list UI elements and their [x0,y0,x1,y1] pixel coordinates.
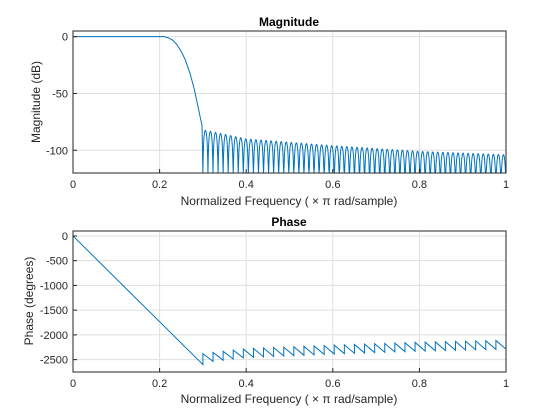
magnitude-xtick-label: 0.6 [325,179,340,191]
phase-plot-frame [72,230,507,373]
phase-series-line [72,235,507,366]
magnitude-series-line [73,36,507,175]
magnitude-ylabel: Magnitude (dB) [29,61,43,143]
magnitude-ticks: 0 0.2 0.4 0.6 0.8 1 -100 -50 0 [46,32,509,191]
phase-xtick-label: 0.4 [239,378,254,390]
magnitude-ytick-label: -50 [52,88,68,100]
phase-grid [72,231,507,372]
magnitude-xtick-label: 0.2 [152,179,167,191]
magnitude-plot-frame [72,30,507,174]
magnitude-ytick-label: -100 [46,145,68,157]
phase-ytick-label: -1000 [40,280,68,292]
magnitude-xtick-label: 0.4 [239,179,254,191]
phase-axes: Phase 0 0.2 0.4 0.6 0.8 1 -2500 -2000 -1500 -1000… [22,215,509,406]
magnitude-ytick-label: 0 [62,32,68,44]
phase-ytick-label: -1500 [40,305,68,317]
phase-xtick-label: 0.2 [152,378,167,390]
phase-xtick-label: 1 [503,378,509,390]
phase-ticks: 0 0.2 0.4 0.6 0.8 1 -2500 -2000 -1500 -1000 -500 0 [40,231,509,390]
magnitude-title: Magnitude [259,15,319,29]
phase-xtick-label: 0.8 [412,378,427,390]
magnitude-xtick-label: 0 [70,179,76,191]
phase-xlabel: Normalized Frequency ( × π rad/sample) [181,392,398,406]
phase-xtick-label: 0.6 [325,378,340,390]
phase-ytick-label: 0 [62,231,68,243]
magnitude-axes: Magnitude 0 0.2 0.4 0.6 0.8 1 -100 -50 0 Normali… [29,15,509,208]
phase-xtick-label: 0 [70,378,76,390]
phase-ytick-label: -2000 [40,330,68,342]
phase-ytick-label: -2500 [40,355,68,367]
magnitude-xtick-label: 1 [503,179,509,191]
phase-ytick-label: -500 [46,256,68,268]
phase-ylabel: Phase (degrees) [22,257,36,346]
magnitude-xtick-label: 0.8 [412,179,427,191]
magnitude-xlabel: Normalized Frequency ( × π rad/sample) [181,194,398,208]
phase-title: Phase [271,215,307,229]
